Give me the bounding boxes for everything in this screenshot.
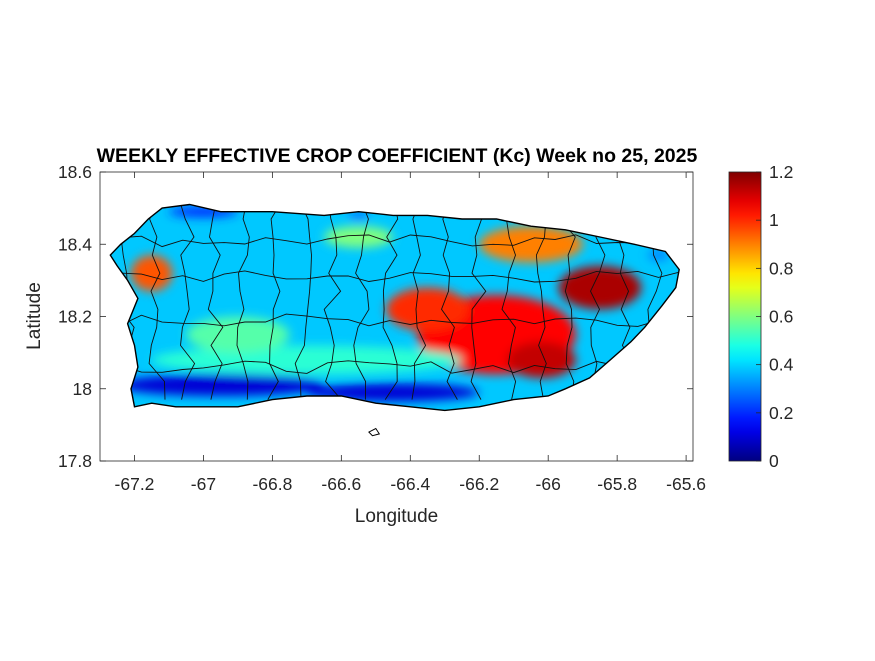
colorbar-tick-label: 0.4: [769, 355, 794, 375]
islet: [368, 427, 381, 437]
x-tick-label: -66.8: [252, 474, 292, 494]
x-tick-label: -66.4: [390, 474, 430, 494]
x-axis: -67.2 -67 -66.8 -66.6 -66.4 -66.2 -66 -65.8 -65.…: [115, 172, 706, 494]
colorbar-tick-label: 0: [769, 451, 779, 471]
x-tick-label: -65.8: [597, 474, 637, 494]
municipal-line: [559, 204, 576, 400]
islets: [368, 243, 693, 437]
municipal-line: [110, 360, 680, 374]
x-tick-label: -67.2: [115, 474, 155, 494]
municipal-line: [207, 204, 224, 400]
municipal-line: [470, 204, 487, 400]
colorbar-tick-label: 0.2: [769, 403, 793, 423]
kc-zone: [117, 374, 325, 396]
municipal-line: [382, 204, 399, 400]
y-tick-label: 18: [73, 379, 92, 399]
municipal-line: [179, 204, 196, 400]
y-tick-label: 18.6: [58, 162, 92, 182]
municipal-line: [411, 204, 427, 400]
colorbar-tick-label: 0.6: [769, 307, 793, 327]
municipal-line: [110, 234, 680, 248]
x-tick-label: -65.6: [666, 474, 706, 494]
kc-zone: [386, 287, 469, 331]
municipal-line: [535, 204, 547, 400]
x-axis-label: Longitude: [355, 506, 438, 527]
x-tick-label: -67: [191, 474, 216, 494]
municipal-line: [323, 204, 342, 400]
kc-zone: [151, 345, 462, 375]
y-tick-label: 18.4: [58, 234, 92, 254]
colorbar-gradient: [728, 171, 762, 462]
x-tick-label: -66: [536, 474, 561, 494]
municipal-line: [236, 204, 250, 400]
colorbar-tick-label: 1.2: [769, 162, 793, 182]
y-axis-label: Latitude: [24, 282, 45, 350]
y-tick-label: 18.2: [58, 307, 92, 327]
municipal-line: [110, 313, 680, 327]
kc-zone: [131, 255, 173, 292]
municipal-line: [267, 204, 283, 400]
island-outline: [109, 203, 680, 412]
colorbar-ticks: 0 0.2 0.4 0.6 0.8 1 1.2: [756, 162, 794, 471]
municipal-line: [353, 204, 370, 400]
colorbar: 0 0.2 0.4 0.6 0.8 1 1.2: [728, 162, 794, 471]
islet: [692, 243, 693, 246]
colorbar-tick-label: 0.8: [769, 258, 793, 278]
chart-title: WEEKLY EFFECTIVE CROP COEFFICIENT (Kc) W…: [97, 145, 698, 167]
x-tick-label: -66.2: [459, 474, 499, 494]
municipal-line: [110, 270, 680, 283]
x-tick-label: -66.6: [321, 474, 361, 494]
y-axis: 17.8 18 18.2 18.4 18.6: [58, 162, 693, 471]
kc-zone: [306, 383, 480, 402]
y-tick-label: 17.8: [58, 451, 92, 471]
municipal-line: [148, 204, 166, 400]
municipal-line: [294, 204, 312, 400]
map-layer: [109, 203, 693, 437]
municipal-line: [501, 204, 517, 400]
kc-zone: [324, 226, 394, 248]
kc-zone: [506, 341, 576, 378]
colorbar-tick-label: 1: [769, 210, 779, 230]
municipal-line: [440, 204, 458, 400]
kc-zone: [479, 226, 583, 263]
